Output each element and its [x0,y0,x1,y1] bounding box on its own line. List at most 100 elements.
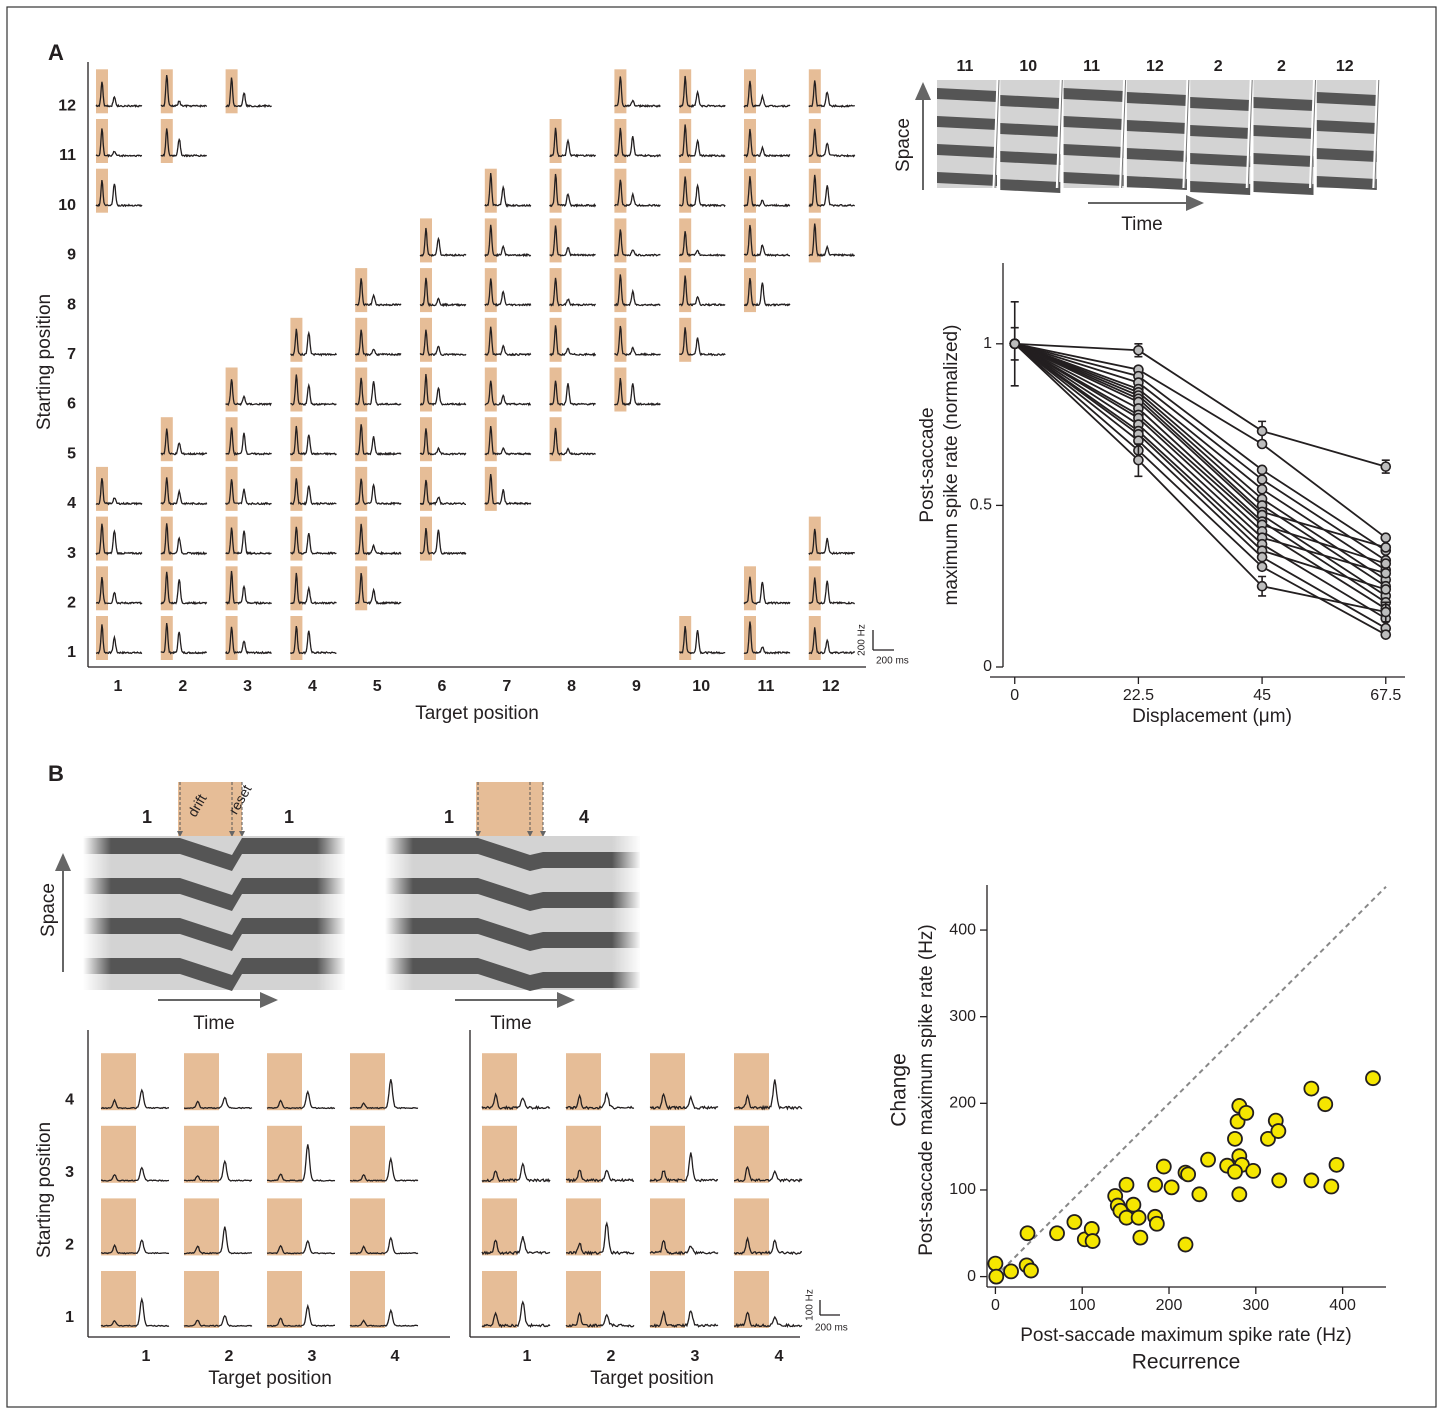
trace [808,577,855,605]
point [1270,1123,1287,1139]
x-tick-label: 9 [632,678,641,695]
stimulus-window [267,1271,302,1328]
x-tick-label: 2 [607,1348,616,1365]
trace [549,173,597,208]
stimulus-window [549,367,562,412]
y-tick-label: 200 [949,1095,976,1112]
trace [614,76,661,109]
schematic-band [1253,181,1314,195]
schematic-label: 11 [1083,58,1100,75]
stimulus-window [679,218,692,263]
stimulus-window [679,69,692,114]
column-divider [1057,79,1063,189]
stimulus-window [614,218,627,263]
stimulus-window [549,317,562,362]
trace [808,174,855,208]
schematic-label: 12 [1336,58,1354,75]
schematic-label: 2 [1277,58,1286,75]
trace [160,571,208,605]
trace [184,1226,252,1255]
point [1147,1176,1164,1193]
point [1380,584,1392,595]
x-tick-label: 400 [1329,1297,1356,1314]
stimulus-window [420,268,432,313]
y-tick-label: 1 [65,1309,74,1326]
y-tick-label: 11 [59,147,76,164]
point [1118,1176,1135,1193]
trace [733,1236,802,1256]
stimulus-window [549,168,562,213]
trace [101,1166,170,1182]
stimulus-window [566,1053,601,1111]
x-tick-label: 10 [692,678,710,695]
point [1132,1229,1149,1246]
y-tick-label: 400 [949,921,976,938]
x-tick-label: 4 [391,1348,400,1365]
scale-label: 100 Hz [805,1289,816,1321]
x-tick-label: 22.5 [1123,687,1154,704]
trace [266,1303,335,1328]
axis-label: Time [1121,214,1163,235]
scale-label: 200 ms [815,1323,848,1334]
trace [160,477,208,506]
trace [349,1308,419,1328]
stimulus-window [160,516,173,561]
point [1303,1080,1320,1097]
trace [613,378,661,407]
x-tick-label: 1 [523,1348,532,1365]
point [1256,438,1268,450]
stimulus-window [96,119,108,163]
stimulus-window [355,466,368,511]
stimulus-window [355,417,368,462]
y-axis-label: Change [888,1053,911,1127]
fade [1380,78,1410,190]
stimulus-window [267,1053,302,1111]
y-axis-label: Post-saccade maximum spike rate (Hz) [916,924,937,1256]
stimulus-window [650,1271,685,1328]
x-tick-label: 8 [567,678,576,695]
trace [290,526,337,556]
schematic-band [1316,92,1377,106]
stimulus-window [225,69,238,114]
column-divider [1311,79,1316,189]
series-line [1014,342,1387,552]
point [1200,1151,1216,1168]
x-tick-label: 7 [502,678,511,695]
stimulus-window [808,616,821,660]
trace [484,224,532,258]
x-tick-label: 12 [822,678,840,695]
point [1133,454,1144,466]
schematic-band [1126,92,1187,106]
trace [184,1096,253,1110]
series-line [1014,342,1387,562]
trace [100,1296,170,1328]
schematic-label: 4 [579,807,589,827]
point [1256,580,1268,592]
stimulus-window [549,218,562,263]
stimulus-window [160,466,173,511]
trace [678,176,726,208]
stimulus-window [290,566,303,611]
stimulus-window [101,1271,136,1328]
point [1365,1070,1381,1087]
stimulus-window [744,566,756,611]
stimulus-window [744,616,756,660]
trace [549,325,597,357]
schematic-label: 12 [1146,58,1164,75]
x-tick-label: 0 [991,1297,1000,1314]
y-tick-label: 8 [67,296,76,313]
stimulus-window [614,119,627,163]
y-tick-label: 10 [58,197,76,214]
trace [289,478,337,506]
y-axis-label: Starting position [34,1122,55,1258]
point [1317,1096,1334,1113]
schematic-band [385,958,640,991]
point [1227,1130,1243,1147]
trace [419,527,467,556]
schematic-band [83,918,345,951]
x-tick-label: 6 [438,678,447,695]
stimulus-window [225,417,238,462]
x-tick-label: 67.5 [1370,687,1401,704]
axis-label: Space [893,118,914,172]
schematic-label: 2 [1214,58,1223,75]
